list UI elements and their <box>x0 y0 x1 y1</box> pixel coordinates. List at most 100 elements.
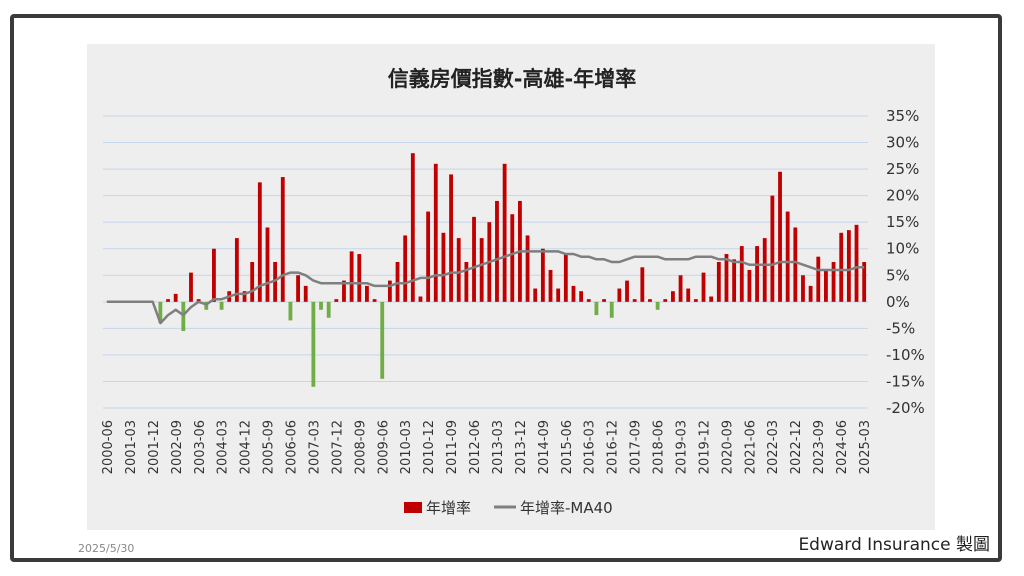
bar <box>824 269 828 302</box>
y-tick-label: -10% <box>886 346 925 364</box>
x-tick-label: 2019-03 <box>675 420 690 474</box>
bar <box>365 285 369 302</box>
x-tick-label: 2020-09 <box>720 420 735 474</box>
bar <box>426 211 431 302</box>
bar <box>693 299 698 302</box>
bar <box>418 296 423 302</box>
x-tick-label: 2014-09 <box>537 420 552 474</box>
x-tick-label: 2022-12 <box>789 420 804 474</box>
bar <box>793 227 798 302</box>
bar <box>212 248 216 302</box>
x-tick-label: 2023-09 <box>812 420 827 474</box>
bar <box>158 301 163 324</box>
bar <box>839 232 844 302</box>
bar <box>380 301 385 379</box>
bar <box>671 291 675 302</box>
x-tick-label: 2013-03 <box>491 420 506 474</box>
bar <box>816 256 821 302</box>
x-tick-label: 2024-06 <box>835 420 850 474</box>
bar <box>433 163 438 302</box>
bar <box>280 177 285 302</box>
bar <box>701 272 706 302</box>
bar <box>755 246 759 302</box>
bar <box>716 262 721 302</box>
bar <box>449 174 453 302</box>
bar <box>189 272 193 302</box>
x-tick-label: 2004-12 <box>239 420 254 474</box>
bar <box>296 275 300 302</box>
x-tick-label: 2025-03 <box>858 420 873 474</box>
bar <box>563 254 568 302</box>
bar <box>349 251 354 302</box>
y-tick-label: -5% <box>886 319 915 337</box>
footer-credit: Edward Insurance 製圖 <box>798 535 990 555</box>
bar <box>556 288 561 302</box>
x-tick-label: 2016-03 <box>583 420 598 474</box>
bar <box>724 254 729 302</box>
bar <box>594 301 599 316</box>
bar <box>540 248 545 302</box>
bar <box>548 269 553 302</box>
bar <box>479 238 484 302</box>
y-tick-label: 35% <box>886 107 919 125</box>
bar <box>862 262 867 302</box>
x-tick-label: 2019-12 <box>697 420 712 474</box>
bar <box>219 301 224 310</box>
x-tick-label: 2003-06 <box>193 420 208 474</box>
bar <box>181 301 186 332</box>
bar <box>357 254 362 302</box>
bar <box>395 262 400 302</box>
bar <box>625 280 629 302</box>
y-tick-label: 20% <box>886 187 919 205</box>
bar <box>778 171 782 302</box>
gridlines <box>103 115 868 409</box>
bar <box>732 259 737 302</box>
legend-bar-label: 年增率 <box>426 499 471 517</box>
x-tick-label: 2005-09 <box>262 420 277 474</box>
bar <box>632 299 637 302</box>
bar <box>326 301 331 318</box>
x-tick-label: 2015-06 <box>560 420 575 474</box>
bar <box>265 227 270 302</box>
ma-series-line <box>106 250 865 325</box>
x-tick-label: 2004-03 <box>216 420 231 474</box>
bar <box>846 230 851 302</box>
x-tick-label: 2021-06 <box>743 420 758 474</box>
bar <box>739 246 744 302</box>
bar <box>640 267 645 302</box>
legend: 年增率 年增率-MA40 <box>404 499 613 517</box>
x-tick-label: 2013-12 <box>514 420 529 474</box>
bar <box>387 280 392 302</box>
x-tick-label: 2001-12 <box>147 420 162 474</box>
ma-line <box>106 250 865 325</box>
bar <box>831 262 836 302</box>
legend-bar-swatch <box>404 502 422 513</box>
x-tick-label: 2007-03 <box>308 420 323 474</box>
bar <box>609 301 614 318</box>
y-tick-label: 30% <box>886 134 919 152</box>
bar <box>288 301 293 321</box>
x-tick-label: 2010-12 <box>422 420 437 474</box>
x-tick-label: 2000-06 <box>101 420 116 474</box>
bar <box>173 293 178 302</box>
bar <box>854 224 859 302</box>
bar <box>533 288 538 302</box>
x-tick-label: 2012-06 <box>468 420 483 474</box>
y-tick-label: 25% <box>886 160 919 178</box>
footer-date: 2025/5/30 <box>78 542 135 555</box>
bar <box>196 299 201 302</box>
bar <box>372 299 377 302</box>
y-tick-label: 15% <box>886 213 919 231</box>
bar <box>785 211 790 302</box>
bar <box>441 232 446 302</box>
bar <box>617 288 622 302</box>
bar <box>250 262 255 302</box>
bar <box>808 285 813 302</box>
x-tick-label: 2006-06 <box>285 420 300 474</box>
bar <box>257 182 262 302</box>
x-tick-label: 2016-12 <box>606 420 621 474</box>
x-tick-label: 2011-09 <box>445 420 460 474</box>
bar <box>648 299 652 302</box>
bar <box>410 153 415 302</box>
